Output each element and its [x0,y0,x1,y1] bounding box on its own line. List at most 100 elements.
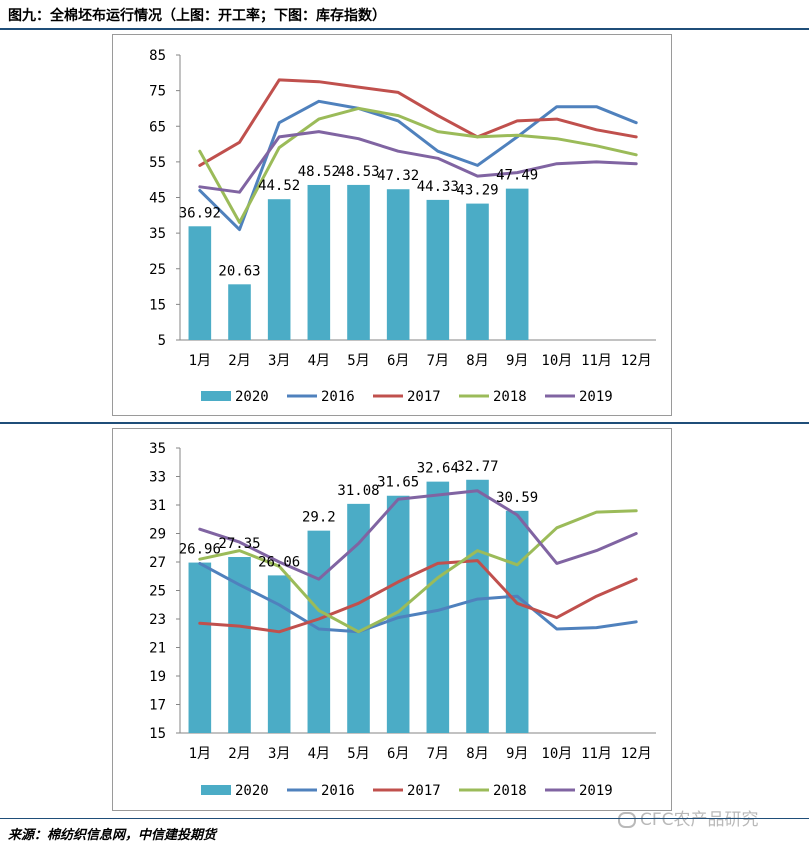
bar-2020 [347,184,370,340]
x-tick-label: 3月 [268,746,290,762]
inventory-chart: 15 17 19 21 23 25 27 29 31 33 35 1月 2月 3月 4月 5月 6月 7月 8月 9月… [149,441,656,799]
bar-data-label: 43.29 [456,183,498,199]
bar-data-label: 48.53 [337,164,379,180]
legend-label-2019: 2019 [579,389,613,405]
y-tick-label: 75 [149,84,166,100]
y-tick-label: 45 [149,191,166,207]
x-tick-label: 4月 [308,746,330,762]
x-tick-label: 11月 [581,746,612,762]
y-tick-label: 85 [149,48,166,64]
y-tick-label: 35 [149,226,166,242]
wechat-icon [618,812,636,828]
x-tick-label: 11月 [581,353,612,369]
legend-swatch-2020 [201,785,231,795]
bar-2020 [466,203,489,340]
x-tick-label: 10月 [541,353,572,369]
bar-2020 [228,284,251,340]
x-tick-label: 4月 [308,353,330,369]
figure-title: 图九：全棉坯布运行情况（上图：开工率；下图：库存指数） [8,8,386,24]
line-series-2017 [198,559,638,634]
y-tick-label: 35 [149,441,166,457]
y-tick-label: 25 [149,584,166,600]
x-tick-label: 3月 [268,353,290,369]
line-series-2017 [198,78,638,167]
bar-2020 [466,479,489,733]
y-tick-label: 23 [149,612,166,628]
y-tick-label: 65 [149,119,166,135]
y-tick-label: 25 [149,262,166,278]
y-tick-label: 31 [149,498,166,514]
bar-data-label: 26.96 [179,542,221,558]
legend-label-2020: 2020 [235,783,269,799]
x-tick-label: 9月 [506,746,528,762]
x-tick-label: 5月 [347,746,369,762]
line-series-2019 [198,489,638,581]
y-tick-label: 19 [149,669,166,685]
bar-data-label: 27.35 [218,536,260,552]
bar-2020 [228,557,251,733]
source-note: 来源：棉纺织信息网，中信建投期货 [8,828,217,843]
utilization-chart: 5 15 25 35 45 55 65 75 85 1月 2月 3月 4月 5月 6月 7月 8月 9月 10月 11… [149,48,656,405]
utilization-chart-panel: 5 15 25 35 45 55 65 75 85 1月 2月 3月 4月 5月 6月 7月 8月 9月 10月 11… [112,34,672,416]
y-tick-label: 5 [158,333,166,349]
x-tick-label: 8月 [466,353,488,369]
x-tick-label: 6月 [387,746,409,762]
legend-label-2016: 2016 [321,389,355,405]
legend-label-2017: 2017 [407,783,441,799]
line-series-2016 [198,561,638,634]
bar-2020 [386,495,410,733]
bar-2020 [426,481,450,733]
top-rule [0,28,809,30]
bar-data-label: 32.77 [456,459,498,475]
legend-label-2019: 2019 [579,783,613,799]
x-tick-label: 6月 [387,353,409,369]
x-tick-label: 8月 [466,746,488,762]
bar-2020 [188,226,212,340]
x-tick-label: 12月 [621,353,652,369]
bar-data-label: 29.2 [302,510,336,526]
inventory-chart-panel: 15 17 19 21 23 25 27 29 31 33 35 1月 2月 3月 4月 5月 6月 7月 8月 9月… [112,428,672,811]
watermark: CFC农产品研究 [618,805,759,830]
bar-2020 [267,199,291,340]
x-tick-label: 9月 [506,353,528,369]
line-series-2018 [198,509,638,634]
legend-label-2017: 2017 [407,389,441,405]
bar-2020 [505,510,529,733]
legend-swatch-2020 [201,391,231,401]
y-tick-label: 55 [149,155,166,171]
bar-2020 [307,184,331,340]
middle-rule [0,422,809,424]
y-tick-label: 17 [149,698,166,714]
y-tick-label: 27 [149,555,166,571]
bar-2020 [267,575,291,733]
bar-data-label: 44.33 [417,179,459,195]
bottom-rule [0,818,809,819]
bar-data-label: 47.32 [377,168,419,184]
bar-data-label: 20.63 [218,263,260,279]
x-tick-label: 5月 [347,353,369,369]
x-tick-label: 7月 [427,353,449,369]
bar-2020 [505,188,529,340]
bar-data-label: 32.64 [417,461,459,477]
y-tick-label: 29 [149,527,166,543]
bar-2020 [307,530,331,733]
legend-label-2020: 2020 [235,389,269,405]
bar-2020 [386,189,410,340]
bar-data-label: 36.92 [179,205,221,221]
y-tick-label: 21 [149,641,166,657]
bar-data-label: 31.08 [337,483,379,499]
bar-data-label: 44.52 [258,178,300,194]
bar-2020 [188,562,212,733]
bar-data-label: 30.59 [496,490,538,506]
line-series-2018 [198,106,638,224]
x-tick-label: 1月 [189,353,211,369]
x-tick-label: 2月 [228,746,250,762]
line-series-2016 [198,99,638,232]
x-tick-label: 7月 [427,746,449,762]
y-tick-label: 15 [149,726,166,742]
legend-label-2016: 2016 [321,783,355,799]
x-tick-label: 1月 [189,746,211,762]
x-tick-label: 10月 [541,746,572,762]
x-tick-label: 2月 [228,353,250,369]
watermark-text: CFC农产品研究 [640,810,759,830]
